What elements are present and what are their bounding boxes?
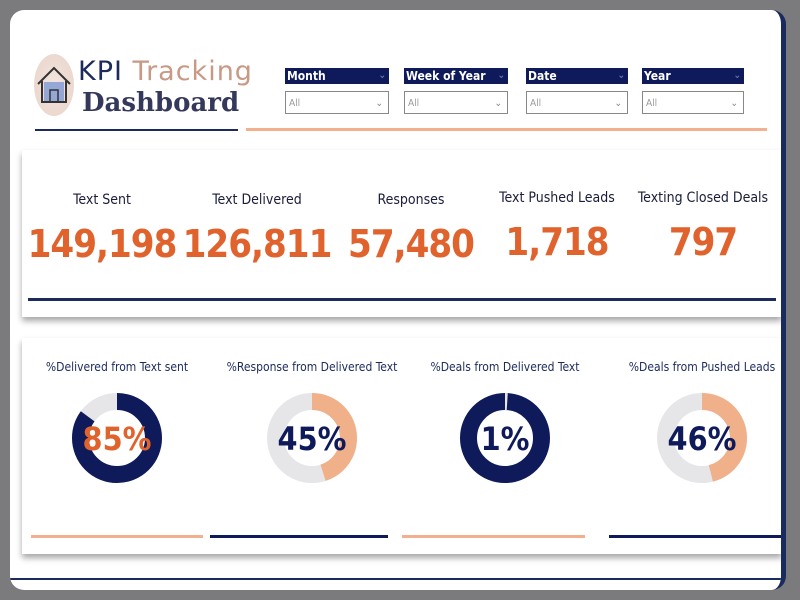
donut-label: %Deals from Delivered Text <box>430 360 580 374</box>
donut-underline <box>609 535 781 538</box>
slicer-header[interactable]: Date ⌄ <box>526 68 628 84</box>
donut-deals-pushed: %Deals from Pushed Leads 46% <box>609 360 781 538</box>
donut-center-value: 85% <box>83 420 152 458</box>
donut-chart: 85% <box>72 393 162 483</box>
donut-chart: 45% <box>267 393 357 483</box>
dropdown-value: All <box>646 98 658 109</box>
kpi-responses: Responses 57,480 <box>336 192 486 266</box>
kpi-value: 149,198 <box>27 222 178 266</box>
slicer-label: Year <box>644 69 671 83</box>
kpi-text-pushed-leads: Text Pushed Leads 1,718 <box>482 190 632 264</box>
house-icon <box>34 54 74 116</box>
kpi-value: 1,718 <box>505 220 609 264</box>
logo-subtitle: Dashboard <box>82 88 240 118</box>
dropdown-value: All <box>530 98 542 109</box>
logo-kpi-text: KPI <box>78 56 133 87</box>
kpi-value: 57,480 <box>348 222 475 266</box>
donut-center-value: 1% <box>481 420 530 458</box>
donut-label: %Delivered from Text sent <box>45 360 189 374</box>
week-dropdown[interactable]: All ⌄ <box>404 91 508 114</box>
kpi-value: 126,811 <box>182 222 333 266</box>
divider <box>35 129 238 131</box>
divider <box>246 128 767 131</box>
donut-chart: 1% <box>460 393 550 483</box>
donut-deals-delivered: %Deals from Delivered Text 1% <box>402 360 595 538</box>
chevron-down-icon: ⌄ <box>730 98 738 109</box>
slicer-label: Date <box>528 69 557 83</box>
kpi-label: Text Delivered <box>212 192 302 208</box>
donut-center-value: 46% <box>668 420 737 458</box>
date-dropdown[interactable]: All ⌄ <box>526 91 628 114</box>
kpi-text-sent: Text Sent 149,198 <box>27 192 178 266</box>
slicer-month: Month ⌄ All ⌄ <box>285 68 389 114</box>
donut-response: %Response from Delivered Text 45% <box>210 360 402 538</box>
donut-label: %Deals from Pushed Leads <box>628 360 776 374</box>
year-dropdown[interactable]: All ⌄ <box>642 91 744 114</box>
chevron-down-icon: ⌄ <box>497 70 505 81</box>
donut-value-segment <box>72 393 162 483</box>
slicer-label: Month <box>287 69 326 83</box>
donut-delivered: %Delivered from Text sent 85% <box>27 360 207 538</box>
logo-tracking-text: Tracking <box>132 56 253 87</box>
kpi-text-delivered: Text Delivered 126,811 <box>182 192 333 266</box>
logo-title: KPI Tracking <box>78 56 253 87</box>
kpi-value: 797 <box>668 220 738 264</box>
chevron-down-icon: ⌄ <box>617 70 625 81</box>
donut-value-segment <box>267 393 357 483</box>
donut-value-segment <box>460 393 550 483</box>
slicer-label: Week of Year <box>406 69 486 83</box>
chevron-down-icon: ⌄ <box>614 98 622 109</box>
dashboard-panel: KPI Tracking Dashboard Month ⌄ All ⌄ Week … <box>10 10 786 590</box>
divider <box>28 298 776 301</box>
kpi-label: Text Pushed Leads <box>499 190 615 206</box>
slicer-header[interactable]: Year ⌄ <box>642 68 744 84</box>
donut-card: %Delivered from Text sent 85% %Response f… <box>22 338 781 554</box>
slicer-week-of-year: Week of Year ⌄ All ⌄ <box>404 68 508 114</box>
donut-underline <box>31 535 203 538</box>
chevron-down-icon: ⌄ <box>375 98 383 109</box>
donut-label: %Response from Delivered Text <box>226 360 398 374</box>
divider <box>10 578 781 580</box>
kpi-texting-closed-deals: Texting Closed Deals 797 <box>616 190 781 264</box>
kpi-label: Text Sent <box>73 192 131 208</box>
dropdown-value: All <box>289 98 301 109</box>
donut-center-value: 45% <box>278 420 347 458</box>
donut-value-segment <box>657 393 747 483</box>
slicer-year: Year ⌄ All ⌄ <box>642 68 744 114</box>
month-dropdown[interactable]: All ⌄ <box>285 91 389 114</box>
slicer-header[interactable]: Week of Year ⌄ <box>404 68 508 84</box>
slicer-header[interactable]: Month ⌄ <box>285 68 389 84</box>
chevron-down-icon: ⌄ <box>378 70 386 81</box>
kpi-label: Responses <box>377 192 445 208</box>
chevron-down-icon: ⌄ <box>494 98 502 109</box>
donut-chart: 46% <box>657 393 747 483</box>
kpi-card: Text Sent 149,198 Text Delivered 126,811 R… <box>22 150 781 317</box>
chevron-down-icon: ⌄ <box>733 70 741 81</box>
donut-underline <box>210 535 388 538</box>
kpi-label: Texting Closed Deals <box>637 190 769 206</box>
donut-underline <box>402 535 585 538</box>
slicer-date: Date ⌄ All ⌄ <box>526 68 628 114</box>
dropdown-value: All <box>408 98 420 109</box>
